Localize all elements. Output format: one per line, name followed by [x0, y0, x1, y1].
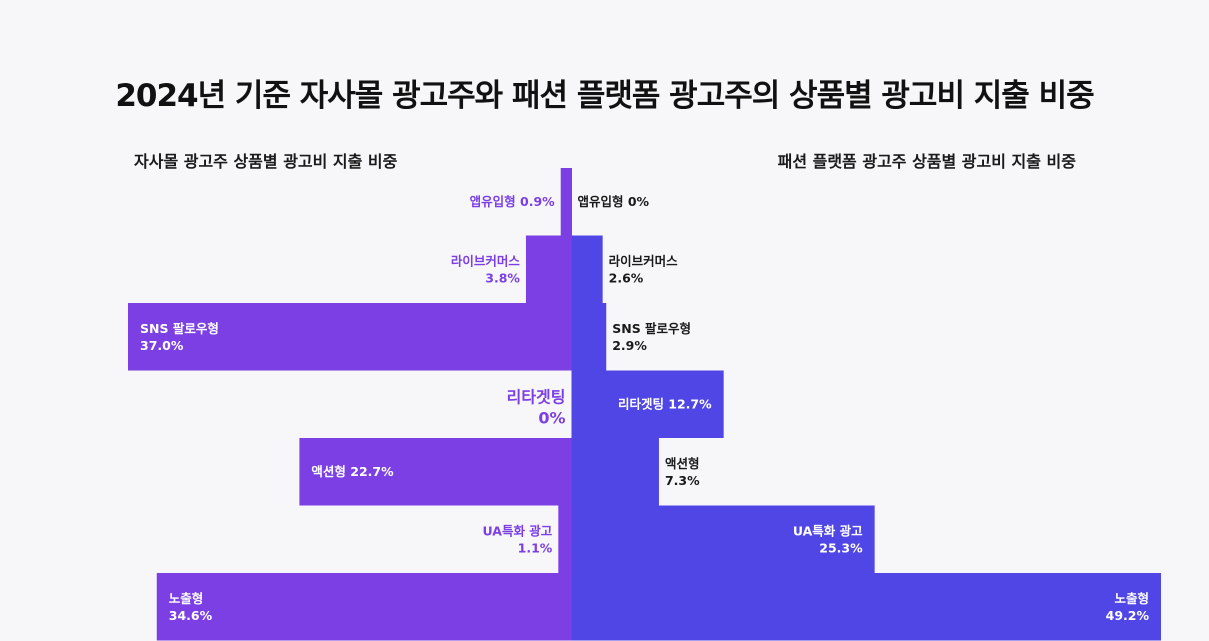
right-label: 액션형 — [665, 456, 700, 471]
right-bar — [571, 505, 875, 573]
right-value: 2.9% — [612, 338, 647, 353]
right-value: 25.3% — [819, 540, 863, 555]
left-label: 라이브커머스 — [451, 253, 521, 268]
right-bar — [571, 573, 1161, 641]
right-bar — [571, 438, 659, 506]
right-value: 7.3% — [665, 473, 700, 488]
left-value: 0% — [538, 408, 565, 427]
right-label: 노출형 — [1114, 591, 1149, 606]
left-series-title: 자사몰 광고주 상품별 광고비 지출 비중 — [134, 152, 398, 171]
left-bar — [299, 438, 572, 506]
right-label: SNS 팔로우형 — [612, 321, 691, 336]
left-label: UA특화 광고 — [483, 523, 553, 538]
right-label: 앱유입형 0% — [578, 194, 650, 209]
left-label: 액션형 22.7% — [311, 464, 394, 479]
chart-title: 2024년 기준 자사몰 광고주와 패션 플랫폼 광고주의 상품별 광고비 지출… — [115, 78, 1094, 114]
left-bar — [525, 235, 572, 303]
right-bar — [571, 370, 724, 438]
left-value: 34.6% — [169, 608, 213, 623]
right-label: 라이브커머스 — [609, 253, 679, 268]
left-bar — [156, 573, 572, 641]
left-bar — [558, 505, 572, 573]
left-value: 3.8% — [485, 270, 520, 285]
left-bar — [128, 303, 572, 371]
right-label: UA특화 광고 — [793, 523, 863, 538]
left-value: 1.1% — [518, 540, 553, 555]
right-bar — [571, 303, 607, 371]
left-label: 노출형 — [169, 591, 204, 606]
right-series-title: 패션 플랫폼 광고주 상품별 광고비 지출 비중 — [777, 152, 1076, 171]
left-label: 앱유입형 0.9% — [470, 194, 555, 209]
left-bar — [560, 168, 572, 236]
left-label: 리타겟팅 — [507, 387, 566, 406]
left-label: SNS 팔로우형 — [140, 321, 219, 336]
right-value: 2.6% — [609, 270, 644, 285]
right-label: 리타겟팅 12.7% — [618, 396, 712, 411]
left-value: 37.0% — [140, 338, 184, 353]
right-value: 49.2% — [1106, 608, 1150, 623]
right-bar — [571, 235, 603, 303]
